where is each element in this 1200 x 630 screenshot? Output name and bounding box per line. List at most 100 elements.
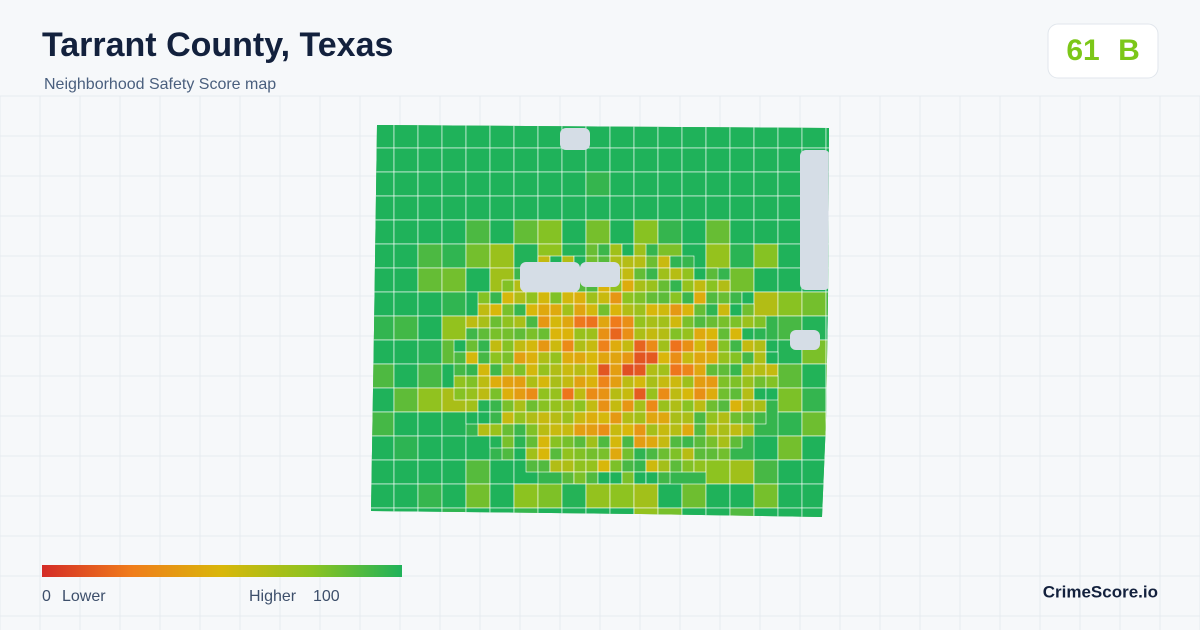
neighborhood <box>393 363 419 389</box>
neighborhood <box>705 243 731 269</box>
neighborhood <box>693 411 707 425</box>
neighborhood <box>537 219 563 245</box>
neighborhood <box>537 125 563 149</box>
legend-min-label: Lower <box>62 588 106 605</box>
neighborhood <box>417 147 443 173</box>
neighborhood <box>717 291 731 305</box>
neighborhood <box>657 351 671 365</box>
neighborhood <box>681 219 707 245</box>
neighborhood <box>585 399 599 413</box>
neighborhood <box>717 423 731 437</box>
neighborhood <box>549 459 563 473</box>
neighborhood <box>561 399 575 413</box>
neighborhood <box>597 459 611 473</box>
neighborhood <box>417 219 443 245</box>
neighborhood <box>669 315 683 329</box>
neighborhood <box>693 459 707 473</box>
neighborhood <box>501 399 515 413</box>
neighborhood <box>393 339 419 365</box>
neighborhood <box>777 243 803 269</box>
neighborhood <box>393 267 419 293</box>
neighborhood <box>753 459 779 485</box>
neighborhood <box>465 147 491 173</box>
neighborhood <box>417 459 443 485</box>
neighborhood <box>633 279 647 293</box>
neighborhood <box>609 375 623 389</box>
neighborhood <box>585 339 599 353</box>
legend-max: 100 <box>313 588 340 605</box>
neighborhood <box>465 375 479 389</box>
neighborhood <box>681 125 707 149</box>
neighborhood <box>537 507 563 517</box>
neighborhood <box>477 411 491 425</box>
neighborhood <box>753 351 767 365</box>
neighborhood <box>753 339 767 353</box>
neighborhood <box>801 291 827 317</box>
neighborhood <box>465 351 479 365</box>
neighborhood <box>561 315 575 329</box>
neighborhood <box>537 399 551 413</box>
county-map <box>371 125 829 517</box>
neighborhood <box>477 303 491 317</box>
neighborhood <box>705 171 731 197</box>
neighborhood <box>465 483 491 509</box>
lake <box>520 262 580 292</box>
neighborhood <box>597 363 611 377</box>
neighborhood <box>513 291 527 305</box>
neighborhood <box>441 435 467 461</box>
neighborhood <box>453 363 467 377</box>
neighborhood <box>537 315 551 329</box>
neighborhood <box>525 411 539 425</box>
neighborhood <box>633 171 659 197</box>
neighborhood <box>717 315 731 329</box>
neighborhood <box>573 363 587 377</box>
neighborhood <box>609 243 623 257</box>
neighborhood <box>489 327 503 341</box>
neighborhood <box>609 435 623 449</box>
neighborhood <box>681 399 695 413</box>
neighborhood <box>537 411 551 425</box>
neighborhood <box>609 219 635 245</box>
neighborhood <box>585 375 599 389</box>
neighborhood <box>501 291 515 305</box>
neighborhood <box>657 423 671 437</box>
neighborhood <box>657 375 671 389</box>
neighborhood <box>489 363 503 377</box>
neighborhood <box>561 339 575 353</box>
neighborhood <box>501 279 515 293</box>
neighborhood <box>729 147 755 173</box>
neighborhood <box>729 171 755 197</box>
neighborhood <box>441 171 467 197</box>
neighborhood <box>741 291 755 305</box>
neighborhood <box>417 411 443 437</box>
neighborhood <box>681 411 695 425</box>
neighborhood <box>501 351 515 365</box>
neighborhood <box>573 291 587 305</box>
neighborhood <box>705 279 719 293</box>
neighborhood <box>705 447 719 461</box>
neighborhood <box>753 171 779 197</box>
neighborhood <box>753 507 779 517</box>
neighborhood <box>681 435 695 449</box>
neighborhood <box>657 255 671 269</box>
neighborhood <box>669 375 683 389</box>
neighborhood <box>633 327 647 341</box>
neighborhood <box>645 327 659 341</box>
neighborhood <box>549 411 563 425</box>
neighborhood <box>597 423 611 437</box>
neighborhood <box>537 303 551 317</box>
neighborhood <box>573 411 587 425</box>
neighborhood <box>609 147 635 173</box>
neighborhood <box>717 327 731 341</box>
neighborhood <box>669 339 683 353</box>
neighborhood <box>597 291 611 305</box>
neighborhood <box>597 339 611 353</box>
neighborhood <box>597 303 611 317</box>
neighborhood <box>693 399 707 413</box>
neighborhood <box>657 387 671 401</box>
neighborhood <box>621 471 635 485</box>
neighborhood <box>741 399 755 413</box>
neighborhood <box>681 291 695 305</box>
